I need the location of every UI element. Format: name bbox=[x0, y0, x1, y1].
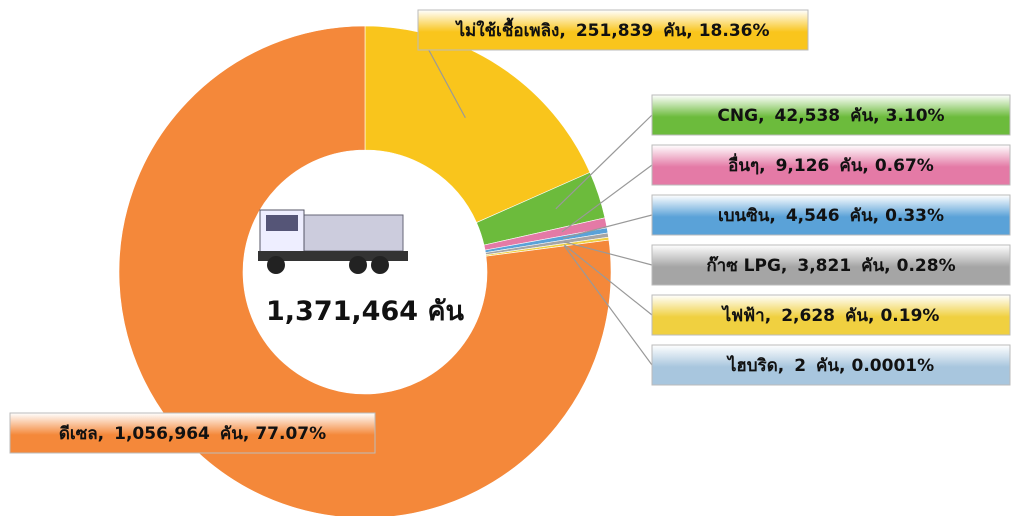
truck-bed bbox=[297, 214, 404, 252]
value-label: 42,538 bbox=[775, 106, 841, 126]
separator: , bbox=[873, 106, 879, 126]
category-name: ไฮบริด bbox=[726, 355, 778, 376]
value-label: 3,821 bbox=[797, 256, 851, 276]
label-box bbox=[651, 94, 1011, 136]
value-label: 251,839 bbox=[576, 21, 653, 41]
unit: คัน bbox=[845, 306, 868, 326]
separator: , bbox=[868, 306, 874, 326]
data-label: ไฟฟ้า, 2,628 คัน, 0.19% bbox=[721, 305, 940, 326]
total-value: 1,371,464 bbox=[266, 296, 418, 327]
separator: , bbox=[769, 206, 775, 226]
category-name: ดีเซล bbox=[59, 423, 98, 444]
label-box bbox=[417, 9, 809, 51]
truck-icon bbox=[258, 209, 408, 274]
label-box bbox=[651, 194, 1011, 236]
separator: , bbox=[781, 256, 787, 276]
category-name: เบนซิน bbox=[718, 206, 770, 226]
percentage-label: 77.07% bbox=[255, 424, 326, 444]
label-box bbox=[9, 412, 376, 454]
truck-wheel bbox=[371, 256, 389, 274]
leader-line bbox=[563, 244, 653, 316]
truck-window bbox=[266, 215, 298, 231]
data-label: เบนซิน, 4,546 คัน, 0.33% bbox=[718, 206, 944, 226]
separator: , bbox=[686, 21, 692, 41]
value-label: 2,628 bbox=[781, 306, 835, 326]
data-label: อื่นๆ, 9,126 คัน, 0.67% bbox=[728, 153, 934, 176]
value-label: 9,126 bbox=[776, 156, 830, 176]
separator: , bbox=[862, 156, 868, 176]
separator: , bbox=[98, 424, 104, 444]
leader-line bbox=[561, 164, 653, 233]
percentage-label: 0.28% bbox=[897, 256, 956, 276]
total-label: 1,371,464 คัน bbox=[266, 296, 464, 327]
separator: , bbox=[758, 106, 764, 126]
leader-line bbox=[555, 114, 653, 210]
unit: คัน bbox=[861, 256, 884, 276]
separator: , bbox=[559, 21, 565, 41]
unit: คัน bbox=[839, 156, 862, 176]
unit: คัน bbox=[220, 424, 243, 444]
slice bbox=[118, 25, 612, 516]
percentage-label: 0.67% bbox=[875, 156, 934, 176]
unit: คัน bbox=[816, 356, 839, 376]
label-box bbox=[651, 294, 1011, 336]
separator: , bbox=[243, 424, 249, 444]
donut bbox=[118, 25, 612, 516]
category-name: ไม่ใช้เชื้อเพลิง bbox=[454, 17, 559, 41]
label-box bbox=[651, 344, 1011, 386]
separator: , bbox=[759, 156, 765, 176]
data-label: ก๊าซ LPG, 3,821 คัน, 0.28% bbox=[706, 256, 955, 276]
unit: คัน bbox=[850, 106, 873, 126]
percentage-label: 18.36% bbox=[699, 21, 770, 41]
data-label: ไฮบริด, 2 คัน, 0.0001% bbox=[726, 355, 934, 376]
percentage-label: 0.19% bbox=[880, 306, 939, 326]
separator: , bbox=[839, 356, 845, 376]
category-name: ไฟฟ้า bbox=[721, 305, 765, 326]
category-name: ก๊าซ LPG bbox=[706, 256, 781, 276]
truck-wheel bbox=[349, 256, 367, 274]
separator: , bbox=[778, 356, 784, 376]
percentage-label: 0.0001% bbox=[852, 356, 935, 376]
label-box bbox=[651, 144, 1011, 186]
data-label: ไม่ใช้เชื้อเพลิง, 251,839 คัน, 18.36% bbox=[454, 17, 769, 41]
data-label: CNG, 42,538 คัน, 3.10% bbox=[717, 106, 944, 126]
truck-chassis bbox=[258, 251, 408, 261]
leader-line bbox=[562, 214, 653, 239]
leader-line bbox=[563, 241, 653, 266]
value-label: 2 bbox=[794, 356, 806, 376]
labels: ไม่ใช้เชื้อเพลิง, 251,839 คัน, 18.36% CNG, 42… bbox=[9, 9, 1011, 454]
label-box bbox=[651, 244, 1011, 286]
percentage-label: 3.10% bbox=[886, 106, 945, 126]
unit: คัน bbox=[850, 206, 873, 226]
unit: คัน bbox=[663, 21, 686, 41]
total-unit: คัน bbox=[427, 296, 464, 327]
separator: , bbox=[765, 306, 771, 326]
truck-wheel bbox=[267, 256, 285, 274]
separator: , bbox=[873, 206, 879, 226]
leader-line bbox=[563, 245, 653, 366]
separator: , bbox=[884, 256, 890, 276]
category-name: CNG bbox=[717, 106, 758, 126]
data-label: ดีเซล, 1,056,964 คัน, 77.07% bbox=[59, 423, 326, 444]
value-label: 1,056,964 bbox=[114, 424, 210, 444]
percentage-label: 0.33% bbox=[885, 206, 944, 226]
category-name: อื่นๆ bbox=[728, 153, 759, 176]
value-label: 4,546 bbox=[786, 206, 840, 226]
